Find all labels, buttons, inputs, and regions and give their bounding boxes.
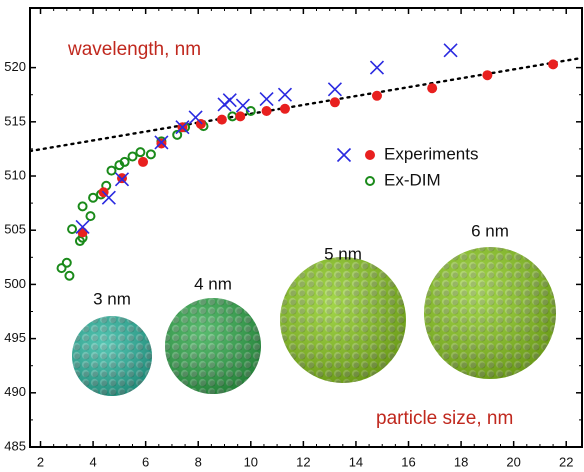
point: [328, 83, 341, 96]
point: [79, 202, 87, 210]
y-tick-label: 505: [4, 222, 26, 237]
x-tick-label: 6: [142, 454, 149, 469]
x-tick-label: 4: [89, 454, 96, 469]
point: [136, 148, 144, 156]
point: [548, 59, 558, 69]
particle-label: 5 nm: [324, 244, 362, 263]
point: [372, 91, 382, 101]
particle-shade: [72, 316, 152, 396]
x-tick-label: 18: [454, 454, 468, 469]
x-tick-label: 10: [244, 454, 258, 469]
point: [370, 61, 383, 74]
y-annotation: wavelength, nm: [67, 39, 201, 60]
x-tick-label: 12: [296, 454, 310, 469]
y-tick-label: 485: [4, 438, 26, 453]
point: [89, 194, 97, 202]
legend-marker: [366, 177, 374, 185]
point: [223, 94, 236, 107]
particle-shade: [424, 247, 556, 379]
chart: wavelength, nm particle size, nm 3 nm 4 n…: [0, 0, 584, 472]
point: [330, 97, 340, 107]
point: [107, 167, 115, 175]
x-tick-label: 22: [559, 454, 573, 469]
point: [65, 272, 73, 280]
legend-label: Ex-DIM: [384, 170, 441, 189]
point: [138, 157, 148, 167]
x-tick-label: 2: [37, 454, 44, 469]
y-tick-label: 500: [4, 276, 26, 291]
particle-label: 6 nm: [471, 221, 509, 240]
point: [236, 99, 249, 112]
y-tick-label: 490: [4, 384, 26, 399]
y-tick-label: 515: [4, 113, 26, 128]
point: [86, 212, 94, 220]
point: [129, 153, 137, 161]
y-tick-label: 520: [4, 59, 26, 74]
point: [68, 225, 76, 233]
point: [278, 88, 291, 101]
point: [217, 115, 227, 125]
particle-shade: [165, 298, 261, 394]
point: [63, 259, 71, 267]
point: [280, 104, 290, 114]
x-tick-label: 20: [506, 454, 520, 469]
fit-line: [30, 58, 582, 151]
page: {"chart_data": { "type": "scatter", "xli…: [0, 0, 584, 472]
x-tick-label: 14: [349, 454, 363, 469]
point: [427, 83, 437, 93]
point: [235, 111, 245, 121]
point: [196, 119, 206, 129]
x-tick-label: 16: [401, 454, 415, 469]
point: [262, 106, 272, 116]
point: [482, 70, 492, 80]
x-annotation: particle size, nm: [376, 408, 513, 429]
y-tick-label: 495: [4, 330, 26, 345]
point: [147, 150, 155, 158]
point: [260, 93, 273, 106]
y-tick-label: 510: [4, 167, 26, 182]
particle-label: 4 nm: [194, 274, 232, 293]
legend-marker: [365, 150, 375, 160]
point: [78, 227, 88, 237]
x-tick-label: 8: [195, 454, 202, 469]
particle-shade: [280, 257, 406, 383]
legend-label: Experiments: [384, 144, 478, 163]
point: [444, 44, 457, 57]
legend-marker: [338, 149, 351, 162]
particle-label: 3 nm: [93, 289, 131, 308]
